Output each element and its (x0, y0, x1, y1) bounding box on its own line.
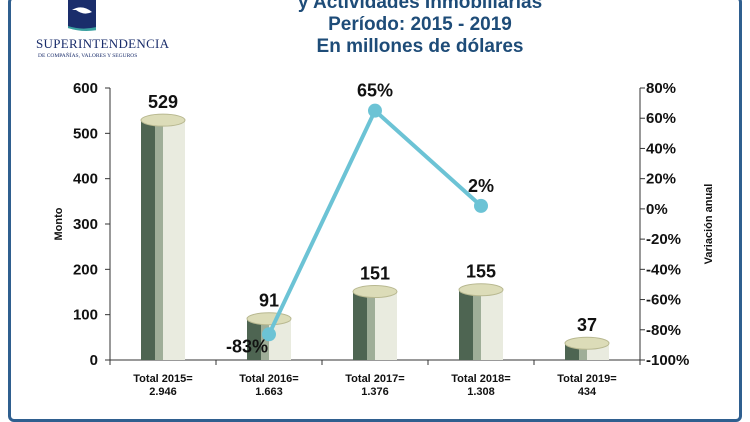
x-tick-label: Total 2019= (557, 373, 616, 385)
line-data-label: 65% (357, 81, 393, 101)
x-tick-label: 1.376 (361, 386, 389, 398)
x-tick-label: 1.663 (255, 386, 283, 398)
bar-shade (141, 120, 155, 360)
bar-mid (473, 289, 481, 360)
y-tick-label: 600 (73, 80, 98, 97)
bar-shade (247, 318, 261, 360)
logo-emblem (68, 0, 96, 31)
x-tick-label: 1.308 (467, 386, 495, 398)
bar-top (564, 336, 610, 350)
x-tick-label: 434 (578, 386, 597, 398)
bar-top (352, 285, 398, 299)
y2-tick-label: 80% (646, 80, 676, 97)
y-tick-label: 400 (73, 171, 98, 188)
x-tick-label: Total 2017= (345, 373, 404, 385)
logo-subtitle: DE COMPAÑÍAS, VALORES Y SEGUROS (38, 53, 138, 59)
y-tick-label: 0 (90, 352, 98, 369)
bar-shade (459, 289, 473, 360)
bar-data-label: 151 (360, 264, 390, 284)
bar-top (246, 312, 292, 326)
x-tick-label: Total 2016= (239, 373, 298, 385)
bar-data-label: 91 (259, 291, 279, 311)
bar-data-label: 529 (148, 92, 178, 112)
bar-data-label: 37 (577, 315, 597, 335)
y2-tick-label: -100% (646, 352, 689, 369)
y2-tick-label: -80% (646, 322, 681, 339)
bar-data-label: 155 (466, 262, 496, 282)
bar-mid (367, 291, 375, 360)
y2-tick-label: -40% (646, 261, 681, 278)
x-tick-label: 2.946 (149, 386, 177, 398)
line-point (474, 198, 488, 213)
y2-tick-label: 20% (646, 171, 676, 188)
title-line: Período: 2015 - 2019 (328, 14, 512, 35)
y2-tick-label: 40% (646, 140, 676, 157)
chart-slide: SUPERINTENDENCIA DE COMPAÑÍAS, VALORES Y… (8, 0, 742, 422)
logo-name: SUPERINTENDENCIA (36, 36, 170, 51)
chart-plot: 0 100 200 300 400 500 600 -100% -80% -60% -40% -20%… (53, 80, 715, 398)
y2-tick-label: -60% (646, 292, 681, 309)
y2-tick-label: 60% (646, 110, 676, 127)
y2-tick-label: -20% (646, 231, 681, 248)
line-point (368, 103, 382, 118)
bar-mid (155, 120, 163, 360)
y-tick-label: 500 (73, 125, 98, 142)
line-data-label: -83% (226, 336, 268, 356)
y2-axis-label: Variación anual (703, 184, 715, 265)
bar-top (140, 113, 186, 127)
y-tick-label: 100 (73, 307, 98, 324)
title-line: y Actividades Inmobiliarias (297, 0, 543, 13)
title-line: En millones de dólares (316, 36, 524, 57)
bar-shade (353, 291, 367, 360)
y-tick-label: 300 (73, 216, 98, 233)
bar-top (458, 283, 504, 297)
line-point (262, 327, 276, 342)
x-tick-label: Total 2015= (133, 373, 192, 385)
y-axis-label: Monto (53, 207, 65, 240)
chart-title: y Actividades Inmobiliarias Período: 201… (200, 0, 640, 58)
y2-tick-label: 0% (646, 201, 668, 218)
y-tick-label: 200 (73, 261, 98, 278)
bar-mid (579, 343, 587, 360)
x-tick-label: Total 2018= (451, 373, 510, 385)
line-data-label: 2% (468, 176, 494, 196)
